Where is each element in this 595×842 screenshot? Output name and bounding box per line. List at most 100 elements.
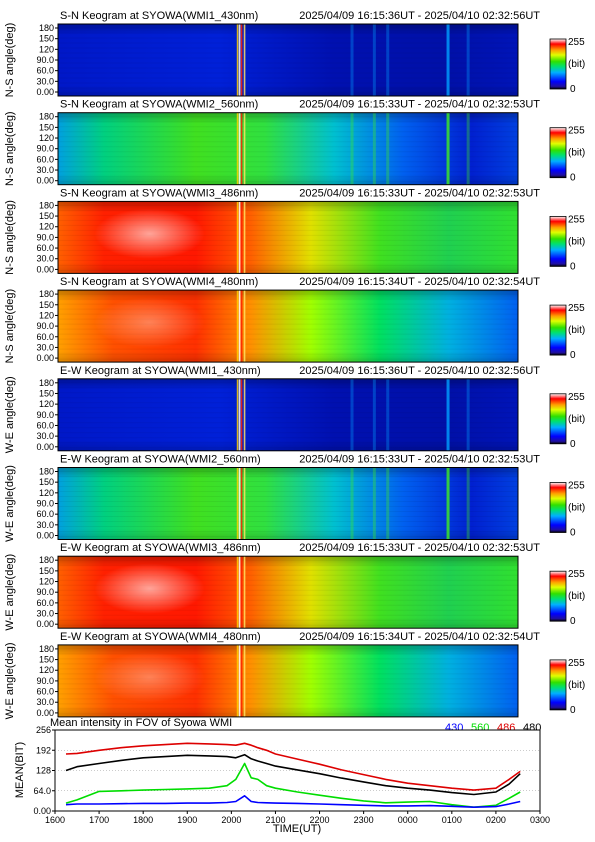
keogram-ytick-label: 150 — [39, 477, 54, 487]
keogram-ytick-label: 60.0 — [36, 420, 54, 430]
chart-xtick-label: 2100 — [265, 815, 285, 825]
keogram-ylabel: N-S angle(deg) — [4, 289, 16, 364]
chart-xtick-label: 2000 — [221, 815, 241, 825]
chart-ylabel: MEAN(BIT) — [14, 742, 26, 798]
chart-xtick-label: 0200 — [486, 815, 506, 825]
keogram-ylabel: W-E angle(deg) — [4, 554, 16, 631]
keogram-panel: S-N Keogram at SYOWA(WMI2_560nm) 2025/04/… — [4, 99, 585, 186]
keogram-period: 2025/04/09 16:15:33UT - 2025/04/10 02:32… — [299, 454, 540, 466]
keogram-ytick-label: 120 — [39, 488, 54, 498]
keogram-title: S-N Keogram at SYOWA(WMI1_430nm) — [60, 10, 258, 22]
keogram-ytick-label: 30.0 — [36, 76, 54, 86]
keogram-ytick-label: 30.0 — [36, 697, 54, 707]
keogram-period: 2025/04/09 16:15:33UT - 2025/04/10 02:32… — [299, 542, 540, 554]
keogram-period: 2025/04/09 16:15:34UT - 2025/04/10 02:32… — [299, 276, 540, 288]
keogram-period: 2025/04/09 16:15:33UT - 2025/04/10 02:32… — [299, 99, 540, 111]
colorbar-gradient — [549, 659, 567, 711]
colorbar: 255 (bit) 0 — [549, 37, 585, 95]
colorbar-gradient — [549, 482, 567, 533]
colorbar-min-label: 0 — [570, 616, 576, 627]
colorbar-gradient — [549, 304, 567, 356]
colorbar-gradient — [549, 393, 567, 445]
colorbar-max-label: 255 — [568, 392, 585, 403]
keogram-title: S-N Keogram at SYOWA(WMI2_560nm) — [60, 99, 258, 111]
colorbar-max-label: 255 — [568, 481, 585, 492]
colorbar: 255 (bit) 0 — [549, 303, 585, 361]
keogram-panel: E-W Keogram at SYOWA(WMI4_480nm) 2025/04/… — [4, 631, 585, 719]
chart-ytick-label: 256 — [36, 725, 51, 735]
keogram-ylabel: W-E angle(deg) — [4, 465, 16, 542]
colorbar-unit-label: (bit) — [568, 414, 585, 425]
keogram-ytick-label: 150 — [39, 388, 54, 398]
colorbar-min-label: 0 — [570, 173, 576, 184]
colorbar-gradient — [549, 38, 567, 90]
keogram-ytick-label: 60.0 — [36, 66, 54, 76]
keogram-ytick-label: 120 — [39, 310, 54, 320]
series-line-430 — [65, 795, 521, 808]
chart-xtick-label: 0000 — [398, 815, 418, 825]
colorbar-unit-label: (bit) — [568, 148, 585, 159]
chart-xtick-label: 0100 — [442, 815, 462, 825]
colorbar-min-label: 0 — [570, 439, 576, 450]
keogram-ytick-label: 120 — [39, 665, 54, 675]
series-line-486 — [65, 742, 521, 791]
keogram-ytick-label: 90.0 — [36, 321, 54, 331]
keogram-ytick-label: 30.0 — [36, 520, 54, 530]
keogram-ytick-label: 120 — [39, 133, 54, 143]
keogram-ytick-label: 120 — [39, 577, 54, 587]
keogram-ytick-label: 0.00 — [36, 176, 54, 186]
keogram-title: E-W Keogram at SYOWA(WMI2_560nm) — [60, 454, 261, 466]
keogram-ytick-label: 90.0 — [36, 144, 54, 154]
keogram-ytick-label: 0.00 — [36, 264, 54, 274]
colorbar-unit-label: (bit) — [568, 236, 585, 247]
keogram-ytick-label: 180 — [39, 112, 54, 122]
keogram-period: 2025/04/09 16:15:36UT - 2025/04/10 02:32… — [299, 10, 540, 22]
chart-title: Mean intensity in FOV of Syowa WMI — [50, 717, 232, 729]
keogram-ytick-label: 90.0 — [36, 499, 54, 509]
colorbar-unit-label: (bit) — [568, 325, 585, 336]
keogram-ytick-label: 0.00 — [36, 442, 54, 452]
colorbar-unit-label: (bit) — [568, 503, 585, 514]
chart-xtick-label: 1600 — [45, 815, 65, 825]
keogram-ytick-label: 30.0 — [36, 609, 54, 619]
chart-xtick-label: 1900 — [177, 815, 197, 825]
keogram-panel: E-W Keogram at SYOWA(WMI2_560nm) 2025/04/… — [4, 454, 585, 542]
keogram-ytick-label: 180 — [39, 555, 54, 565]
keogram-ytick-label: 180 — [39, 23, 54, 33]
keogram-ytick-label: 0.00 — [36, 619, 54, 629]
colorbar: 255 (bit) 0 — [549, 392, 585, 450]
keogram-ytick-label: 60.0 — [36, 154, 54, 164]
keogram-ylabel: N-S angle(deg) — [4, 23, 16, 98]
keogram-ytick-label: 60.0 — [36, 687, 54, 697]
colorbar-min-label: 0 — [570, 528, 576, 539]
colorbar-max-label: 255 — [568, 214, 585, 225]
colorbar-max-label: 255 — [568, 658, 585, 669]
colorbar-unit-label: (bit) — [568, 680, 585, 691]
keogram-ytick-label: 30.0 — [36, 165, 54, 175]
keogram-ytick-label: 0.00 — [36, 353, 54, 363]
keogram-title: E-W Keogram at SYOWA(WMI3_486nm) — [60, 542, 261, 554]
keogram-title: S-N Keogram at SYOWA(WMI4_480nm) — [60, 276, 258, 288]
keogram-ytick-label: 90.0 — [36, 587, 54, 597]
colorbar-min-label: 0 — [570, 84, 576, 95]
colorbar-min-label: 0 — [570, 705, 576, 716]
series-line-560 — [65, 762, 521, 808]
chart-ytick-label: 0.00 — [33, 806, 51, 816]
keogram-ylabel: W-E angle(deg) — [4, 376, 16, 453]
keogram-ytick-label: 150 — [39, 211, 54, 221]
colorbar: 255 (bit) 0 — [549, 481, 585, 539]
colorbar-unit-label: (bit) — [568, 591, 585, 602]
colorbar-gradient — [549, 127, 567, 179]
chart-xtick-label: 0300 — [530, 815, 550, 825]
keogram-ytick-label: 90.0 — [36, 55, 54, 65]
keogram-ylabel: W-E angle(deg) — [4, 642, 16, 719]
colorbar-min-label: 0 — [570, 350, 576, 361]
colorbar: 255 (bit) 0 — [549, 658, 585, 716]
keogram-panel: S-N Keogram at SYOWA(WMI1_430nm) 2025/04/… — [4, 10, 585, 97]
keogram-ytick-label: 150 — [39, 300, 54, 310]
keogram-ytick-label: 30.0 — [36, 342, 54, 352]
keogram-title: E-W Keogram at SYOWA(WMI1_430nm) — [60, 365, 261, 377]
keogram-title: E-W Keogram at SYOWA(WMI4_480nm) — [60, 631, 261, 643]
keogram-ytick-label: 180 — [39, 378, 54, 388]
